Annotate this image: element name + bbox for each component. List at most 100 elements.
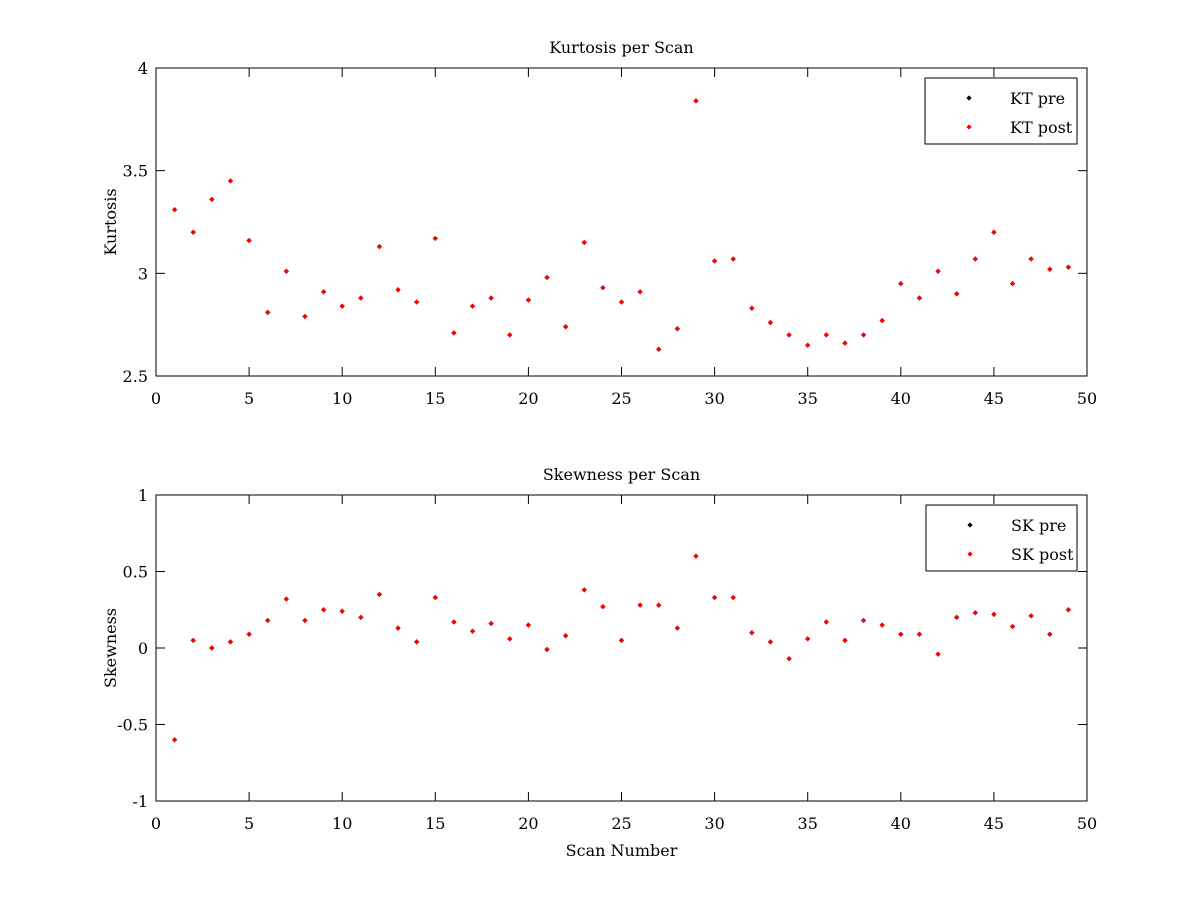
data-point bbox=[320, 289, 327, 295]
data-point bbox=[283, 268, 289, 274]
x-axis-label: Scan Number bbox=[566, 841, 678, 860]
x-tick-label: 45 bbox=[984, 389, 1004, 408]
y-tick-label: 2.5 bbox=[123, 367, 148, 386]
data-point bbox=[954, 614, 960, 620]
data-point bbox=[172, 737, 178, 743]
data-point bbox=[1047, 631, 1053, 637]
chart-panel-1: 0 5 10 15 20 25 30 35 40 45 50 2.5 3 3.5 4 Kurtosis per… bbox=[101, 38, 1097, 408]
y-tick-label: 0.5 bbox=[123, 563, 148, 582]
x-tick-label: 15 bbox=[425, 814, 445, 833]
data-point bbox=[991, 229, 997, 235]
x-tick-label: 20 bbox=[518, 814, 538, 833]
x-tick-label: 0 bbox=[151, 389, 161, 408]
data-point bbox=[283, 596, 289, 602]
x-tick-label: 10 bbox=[332, 814, 352, 833]
data-point bbox=[693, 98, 699, 104]
data-point bbox=[842, 637, 848, 643]
data-point bbox=[618, 299, 625, 305]
data-point bbox=[637, 289, 643, 295]
data-point bbox=[358, 614, 364, 620]
data-point bbox=[637, 602, 643, 608]
x-tick-label: 25 bbox=[611, 389, 631, 408]
data-point bbox=[339, 608, 345, 614]
data-point bbox=[730, 594, 736, 601]
data-point bbox=[1065, 607, 1071, 613]
y-tick-label: 0 bbox=[138, 639, 148, 658]
data-point bbox=[805, 636, 811, 642]
x-tick-label: 0 bbox=[151, 814, 161, 833]
data-point bbox=[749, 305, 755, 311]
data-point bbox=[656, 346, 662, 352]
data-point bbox=[618, 637, 625, 643]
data-point bbox=[395, 625, 401, 631]
data-point bbox=[190, 229, 196, 235]
data-point bbox=[935, 268, 941, 274]
data-point bbox=[786, 332, 792, 338]
data-point bbox=[246, 237, 252, 244]
data-point bbox=[916, 631, 923, 637]
data-point bbox=[935, 651, 941, 657]
data-point bbox=[749, 630, 755, 636]
y-tick-label: 1 bbox=[138, 486, 148, 505]
x-tick-label: 15 bbox=[425, 389, 445, 408]
data-point bbox=[451, 619, 457, 625]
legend-label: KT post bbox=[1010, 118, 1073, 137]
data-point bbox=[879, 317, 885, 324]
data-point bbox=[563, 633, 569, 639]
data-point bbox=[823, 332, 829, 338]
data-point bbox=[414, 639, 420, 645]
x-tick-label: 5 bbox=[244, 814, 254, 833]
data-point bbox=[916, 295, 923, 301]
data-point bbox=[991, 611, 997, 617]
y-tick-label: -1 bbox=[132, 792, 148, 811]
data-point bbox=[972, 256, 978, 262]
data-point bbox=[712, 594, 718, 601]
x-tick-label: 40 bbox=[891, 389, 911, 408]
data-point bbox=[376, 244, 383, 250]
data-point bbox=[469, 303, 476, 309]
chart-panel-2: 0 5 10 15 20 25 30 35 40 45 50 -1 -0.5 0 0.5 1 Skewness … bbox=[101, 465, 1097, 860]
data-point bbox=[898, 281, 904, 287]
data-point bbox=[767, 320, 774, 326]
data-point bbox=[376, 591, 383, 598]
x-tick-label: 30 bbox=[704, 389, 724, 408]
legend-marker bbox=[967, 522, 973, 528]
data-point bbox=[414, 299, 420, 305]
data-point bbox=[581, 587, 587, 593]
data-point bbox=[469, 628, 476, 634]
data-point bbox=[972, 610, 978, 616]
data-point bbox=[1028, 613, 1034, 619]
data-point bbox=[581, 239, 587, 246]
x-tick-label: 50 bbox=[1077, 389, 1097, 408]
data-point bbox=[860, 617, 867, 624]
legend-label: KT pre bbox=[1010, 89, 1065, 108]
chart-title: Kurtosis per Scan bbox=[549, 38, 693, 57]
data-point bbox=[265, 309, 271, 315]
data-point bbox=[488, 620, 494, 627]
y-tick-label: 3 bbox=[138, 264, 148, 283]
chart-title: Skewness per Scan bbox=[543, 465, 700, 484]
data-point bbox=[879, 622, 885, 628]
data-point bbox=[730, 256, 736, 262]
x-tick-label: 30 bbox=[704, 814, 724, 833]
legend-box bbox=[924, 77, 1078, 145]
x-tick-label: 25 bbox=[611, 814, 631, 833]
data-point bbox=[302, 313, 308, 320]
data-point bbox=[600, 604, 606, 610]
legend-marker bbox=[966, 124, 972, 130]
data-point bbox=[339, 303, 345, 309]
series-post bbox=[172, 98, 1071, 352]
data-point bbox=[358, 295, 364, 301]
x-tick-label: 20 bbox=[518, 389, 538, 408]
data-point bbox=[265, 617, 271, 624]
data-point bbox=[1009, 623, 1016, 630]
data-point bbox=[600, 285, 606, 291]
data-point bbox=[1065, 264, 1071, 270]
legend-box bbox=[925, 504, 1078, 572]
data-point bbox=[432, 594, 438, 601]
data-point bbox=[432, 235, 438, 242]
data-point bbox=[544, 646, 550, 653]
series-post bbox=[172, 553, 1071, 743]
